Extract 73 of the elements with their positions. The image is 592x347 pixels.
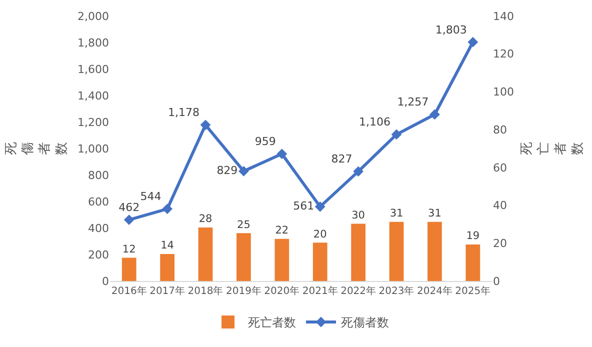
data-label: 1,257 bbox=[397, 96, 429, 109]
data-label: 544 bbox=[140, 190, 162, 204]
x-tick-label: 2019年 bbox=[226, 285, 262, 297]
y2-tick-label: 40 bbox=[493, 199, 507, 212]
point bbox=[238, 166, 249, 176]
x-tick-label: 2024年 bbox=[416, 285, 452, 297]
y2-tick-label: 20 bbox=[493, 236, 507, 250]
x-tick-label: 2025年 bbox=[455, 285, 491, 297]
y-tick-label: 1,600 bbox=[78, 62, 109, 76]
bar bbox=[198, 228, 213, 281]
point bbox=[391, 129, 402, 140]
x-tick-label: 2023年 bbox=[378, 285, 414, 297]
data-label: 14 bbox=[160, 240, 174, 252]
data-label: 462 bbox=[118, 201, 140, 214]
y-tick-label: 600 bbox=[88, 195, 109, 208]
y2-tick-label: 60 bbox=[493, 161, 507, 174]
point bbox=[430, 109, 440, 120]
x-tick-label: 2022年 bbox=[340, 285, 376, 297]
y-tick-label: 0 bbox=[102, 274, 109, 288]
data-label: 1,803 bbox=[435, 23, 467, 36]
data-label: 1,106 bbox=[359, 116, 390, 129]
y-tick-label: 200 bbox=[88, 248, 109, 262]
bar bbox=[428, 222, 442, 281]
y-tick-label: 400 bbox=[88, 222, 109, 235]
y2-tick-label: 140 bbox=[493, 10, 514, 23]
data-label: 22 bbox=[275, 224, 289, 236]
legend-label: 死亡者数 bbox=[248, 316, 296, 330]
bar bbox=[466, 244, 480, 281]
data-label: 12 bbox=[122, 243, 136, 256]
x-tick-label: 2017年 bbox=[150, 285, 186, 297]
y-tick-label: 1,400 bbox=[78, 89, 109, 102]
y2-tick-label: 120 bbox=[493, 48, 514, 61]
data-label: 827 bbox=[331, 152, 352, 166]
point bbox=[314, 201, 326, 212]
data-label: 31 bbox=[390, 207, 404, 220]
bar bbox=[160, 254, 174, 281]
bar bbox=[122, 258, 136, 281]
x-tick-label: 2018年 bbox=[188, 285, 224, 297]
legend-label: 死傷者数 bbox=[341, 316, 389, 330]
data-label: 1,178 bbox=[168, 106, 200, 120]
y2-axis-title: 死亡者数 bbox=[520, 142, 586, 155]
y-tick-label: 2,000 bbox=[78, 10, 109, 23]
point bbox=[353, 166, 364, 177]
data-label: 561 bbox=[293, 199, 314, 212]
y2-tick-label: 100 bbox=[493, 86, 514, 99]
data-label: 19 bbox=[466, 230, 480, 242]
y-tick-label: 1,200 bbox=[78, 116, 109, 129]
data-label: 25 bbox=[237, 218, 250, 231]
point bbox=[468, 36, 478, 48]
bar bbox=[312, 242, 328, 281]
y2-tick-label: 80 bbox=[493, 123, 507, 136]
data-label: 30 bbox=[352, 209, 365, 222]
point bbox=[124, 214, 134, 225]
bar bbox=[274, 238, 290, 281]
y-tick-label: 1,000 bbox=[78, 142, 109, 156]
data-label: 829 bbox=[216, 164, 238, 177]
y-axis-title: 死傷者数 bbox=[4, 142, 70, 156]
x-tick-label: 2021年 bbox=[302, 285, 338, 297]
point bbox=[200, 120, 211, 130]
bar bbox=[236, 233, 251, 281]
y2-tick-label: 0 bbox=[493, 274, 500, 288]
y-tick-label: 1,800 bbox=[78, 36, 109, 50]
data-label: 20 bbox=[313, 228, 327, 240]
y-tick-label: 800 bbox=[88, 168, 109, 182]
x-tick-label: 2020年 bbox=[264, 285, 300, 297]
bar bbox=[389, 222, 404, 281]
point bbox=[162, 204, 172, 214]
bar bbox=[351, 224, 366, 281]
data-label: 959 bbox=[254, 135, 276, 148]
data-label: 31 bbox=[428, 207, 442, 220]
point bbox=[276, 148, 288, 160]
x-tick-label: 2016年 bbox=[111, 285, 147, 297]
data-label: 28 bbox=[198, 213, 212, 226]
